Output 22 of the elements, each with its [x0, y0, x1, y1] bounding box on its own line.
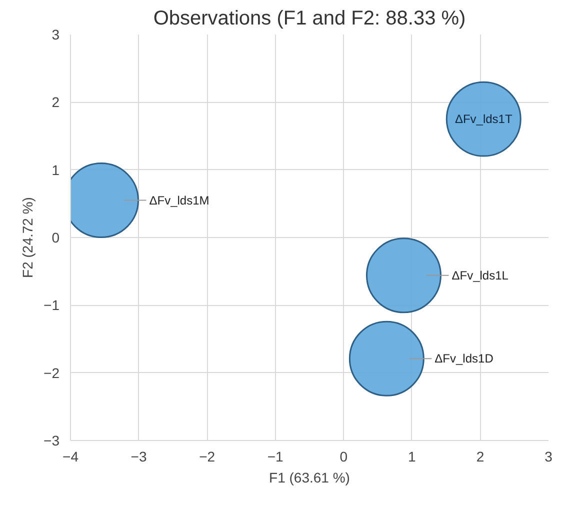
y-tick-label: 3	[52, 26, 60, 42]
x-tick-label: −3	[130, 448, 147, 464]
x-tick-label: −4	[62, 448, 79, 464]
x-tick-label: 0	[340, 448, 348, 464]
x-tick-label: 2	[476, 448, 484, 464]
x-tick-label: 3	[544, 448, 553, 464]
chart-title: Observations (F1 and F2: 88.33 %)	[153, 8, 466, 30]
x-tick-label: −1	[267, 448, 284, 464]
y-axis-title: F2 (24.72 %)	[20, 197, 36, 278]
x-axis-title: F1 (63.61 %)	[269, 470, 350, 486]
y-tick-label: 1	[52, 162, 60, 178]
series-label: ΔFv_lds1T	[454, 112, 513, 126]
series-label: ΔFv_lds1L	[452, 268, 509, 282]
series-label: ΔFv_lds1M	[149, 193, 210, 208]
y-tick-label: −1	[44, 297, 60, 314]
x-tick-label: −2	[199, 448, 216, 464]
y-tick-label: 0	[52, 230, 60, 246]
y-tick-label: −2	[44, 364, 60, 381]
y-tick-label: −3	[44, 432, 60, 448]
series-label: ΔFv_lds1D	[434, 352, 494, 366]
y-tick-label: 2	[52, 94, 60, 110]
x-tick-label: 1	[408, 448, 416, 464]
